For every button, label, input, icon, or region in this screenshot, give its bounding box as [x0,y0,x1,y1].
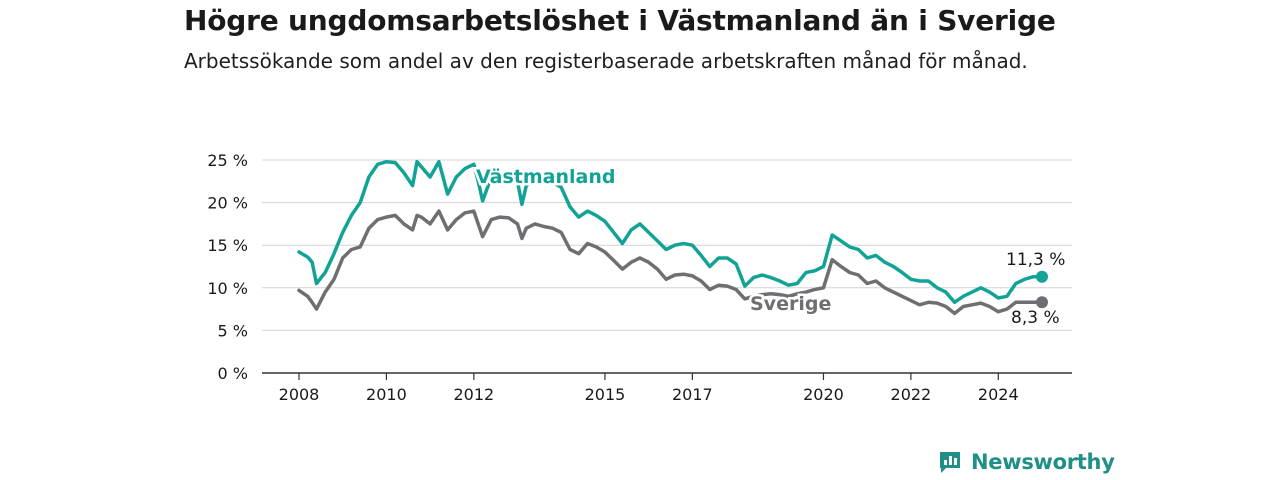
y-tick-label: 0 % [218,364,248,383]
page-title: Högre ungdomsarbetslöshet i Västmanland … [184,4,1056,37]
gridlines [262,159,1072,331]
y-tick-label: 25 % [207,151,248,170]
y-tick-label: 5 % [218,321,248,340]
x-tick-label: 2022 [891,385,932,404]
x-tick-label: 2024 [978,385,1019,404]
series-group [297,159,1048,316]
x-tick-label: 2015 [585,385,626,404]
series-label-vastmanland: Västmanland [476,166,616,188]
x-tick-label: 2010 [366,385,407,404]
x-tick-label: 2017 [672,385,713,404]
brand-logo: Newsworthy [937,449,1115,475]
end-value-vastmanland: 11,3 % [1006,250,1065,270]
series-endpoint-vastmanland [1036,270,1048,283]
y-tick-label: 10 % [207,279,248,298]
x-axis-ticks: 2008 2010 2012 2015 2017 2020 2022 2024 [279,373,1019,404]
y-tick-label: 15 % [207,236,248,255]
end-value-sverige: 8,3 % [1011,308,1060,328]
series-line-vastmanland [297,159,1044,305]
series-endpoint-sverige [1036,296,1048,309]
series-label-sverige: Sverige [750,293,831,315]
brand-name: Newsworthy [971,450,1115,474]
x-tick-label: 2012 [453,385,494,404]
x-tick-label: 2008 [279,385,320,404]
y-axis-ticks: 0 % 5 % 10 % 15 % 20 % 25 % [207,151,248,383]
x-tick-label: 2020 [803,385,844,404]
newsworthy-logo-icon [940,452,960,473]
series-line-sverige [297,209,1044,316]
page-subtitle: Arbetssökande som andel av den registerb… [184,49,1028,73]
y-tick-label: 20 % [207,194,248,213]
